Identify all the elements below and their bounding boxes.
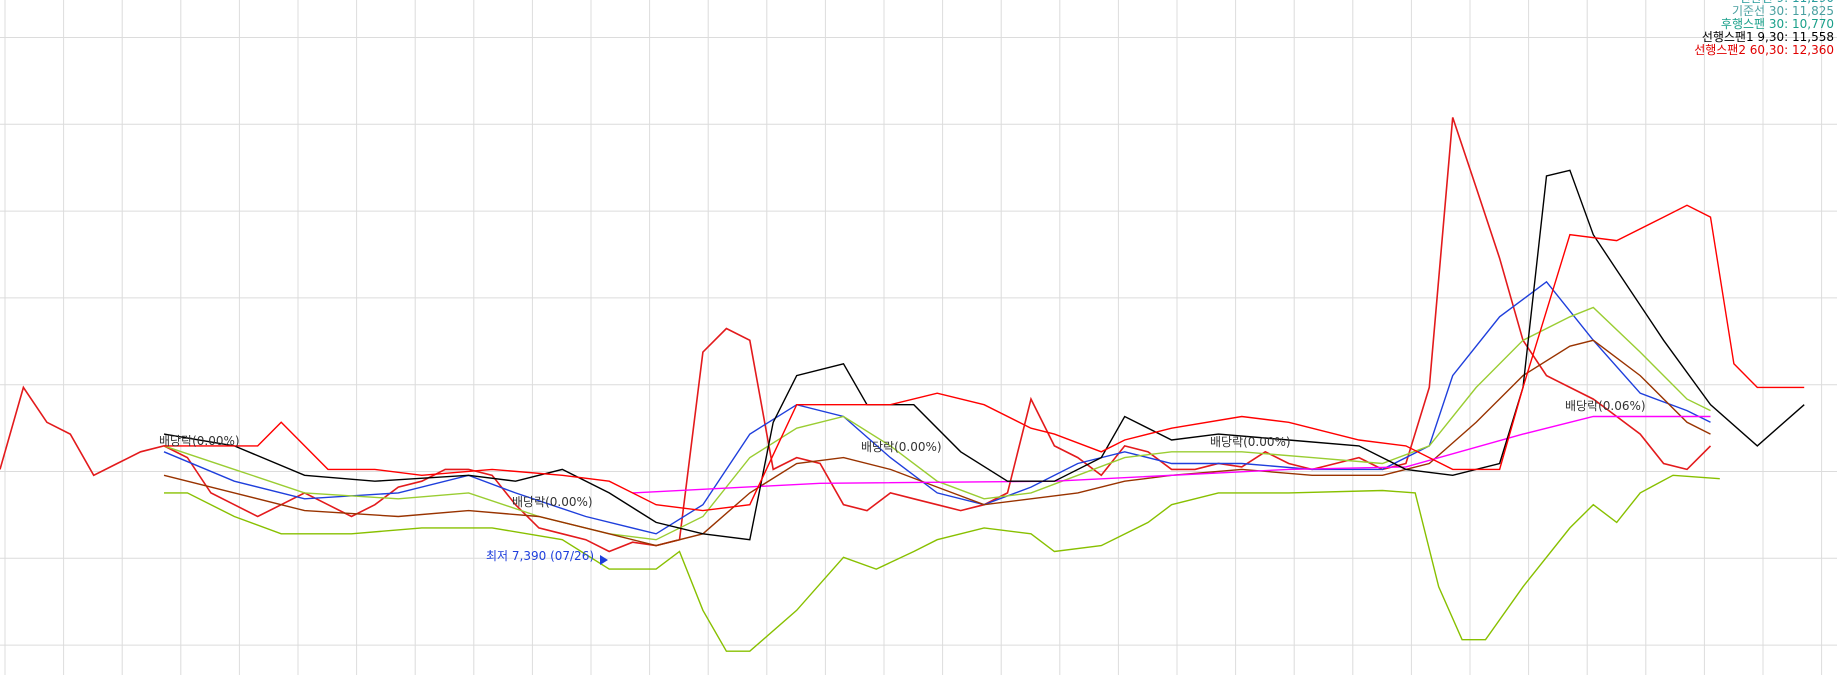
plot [0,117,1805,652]
legend-entry: 선행스팬1 9,30: 11,558 [1702,29,1834,44]
legend-entry: 후행스팬 30: 10,770 [1721,16,1834,31]
series-line [163,169,1805,541]
legend-entry: 기준선 30: 11,825 [1732,4,1834,18]
labels: 배당락(0.00%) 배당락(0.00%) 배당락(0.00%) 배당락(0.00%)… [159,0,1834,565]
legend-entry: 선행스팬2 60,30: 12,360 [1694,42,1834,57]
series-line [164,474,1720,652]
series-line [163,339,1711,547]
series-line [0,117,1712,553]
annotation: 배당락(0.00%) [861,440,942,454]
series-line [164,204,1805,512]
annotation: 배당락(0.00%) [159,434,240,448]
annotation: 배당락(0.00%) [512,495,593,509]
series-line [163,306,1711,541]
annotation: 배당락(0.00%) [1210,435,1291,449]
low-marker [600,555,608,565]
annotation: 배당락(0.06%) [1565,399,1646,413]
annotation: 최저 7,390 (07/26) [486,549,594,563]
legend-entry: 전환선 9: 11,290 [1740,0,1834,5]
series-line [632,415,1711,494]
